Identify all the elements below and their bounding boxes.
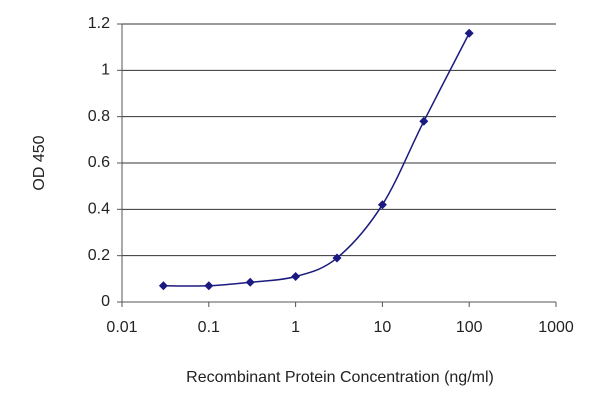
y-axis-title: OD 450: [31, 135, 48, 190]
data-point: [158, 281, 168, 291]
data-line: [163, 32, 470, 287]
x-tick-label: 0.01: [106, 319, 137, 336]
y-tick-label: 0.2: [88, 247, 110, 264]
data-point: [245, 277, 255, 287]
x-tick-label: 0.1: [198, 319, 220, 336]
data-point: [419, 116, 429, 126]
y-tick-label: 1: [101, 62, 110, 79]
y-tick-label: 1.2: [88, 15, 110, 32]
data-point: [464, 28, 474, 38]
x-tick-label: 10: [374, 319, 392, 336]
data-point: [204, 281, 214, 291]
x-tick-label: 100: [456, 319, 483, 336]
y-tick-label: 0: [101, 293, 110, 310]
data-point: [377, 200, 387, 210]
y-tick-label: 0.8: [88, 108, 110, 125]
y-tick-label: 0.4: [88, 201, 110, 218]
x-axis-title: Recombinant Protein Concentration (ng/ml…: [186, 369, 494, 386]
data-point: [291, 272, 301, 282]
x-tick-label: 1: [291, 319, 300, 336]
data-point: [332, 253, 342, 263]
x-tick-label: 1000: [538, 319, 574, 336]
y-tick-label: 0.6: [88, 154, 110, 171]
